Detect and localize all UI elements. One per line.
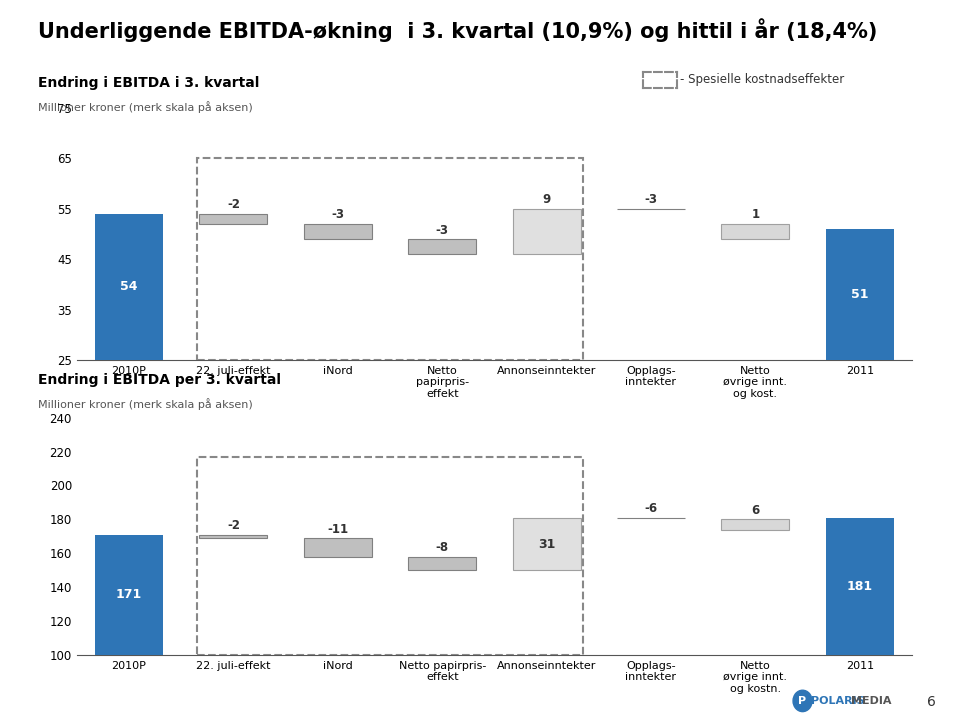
Bar — [95, 214, 163, 360]
Bar — [408, 557, 476, 570]
Bar — [200, 214, 267, 224]
Bar — [513, 518, 581, 570]
Text: -3: -3 — [644, 193, 658, 206]
Bar — [826, 229, 894, 360]
Text: 31: 31 — [538, 538, 555, 551]
Bar — [95, 535, 163, 655]
Bar — [304, 538, 372, 557]
Text: - Spesielle kostnadseffekter: - Spesielle kostnadseffekter — [680, 73, 844, 86]
Text: Millioner kroner (merk skala på aksen): Millioner kroner (merk skala på aksen) — [38, 101, 253, 113]
Bar — [197, 456, 583, 655]
Text: Endring i EBITDA i 3. kvartal: Endring i EBITDA i 3. kvartal — [38, 76, 260, 90]
Text: 181: 181 — [847, 580, 873, 593]
Text: 6: 6 — [927, 696, 936, 709]
Bar — [200, 535, 267, 538]
Bar — [408, 239, 476, 254]
Text: -3: -3 — [436, 223, 448, 236]
Bar — [197, 158, 583, 360]
Text: 51: 51 — [852, 288, 869, 301]
Text: -8: -8 — [436, 541, 448, 554]
Text: 171: 171 — [116, 588, 142, 601]
Text: -2: -2 — [227, 519, 240, 532]
Text: 6: 6 — [752, 504, 759, 517]
Text: -3: -3 — [331, 208, 345, 222]
Bar — [826, 518, 894, 655]
Text: P: P — [799, 696, 806, 706]
Bar — [722, 519, 789, 530]
Bar — [513, 209, 581, 254]
Text: 1: 1 — [752, 208, 759, 222]
Text: Millioner kroner (merk skala på aksen): Millioner kroner (merk skala på aksen) — [38, 398, 253, 410]
Text: POLARIS: POLARIS — [811, 696, 865, 706]
Text: MEDIA: MEDIA — [851, 696, 891, 706]
Text: 9: 9 — [542, 193, 551, 206]
Text: -11: -11 — [327, 523, 348, 536]
Text: -6: -6 — [644, 503, 658, 516]
Text: Underliggende EBITDA-økning  i 3. kvartal (10,9%) og hittil i år (18,4%): Underliggende EBITDA-økning i 3. kvartal… — [38, 18, 877, 42]
Bar — [304, 224, 372, 239]
Circle shape — [793, 690, 812, 711]
Text: Endring i EBITDA per 3. kvartal: Endring i EBITDA per 3. kvartal — [38, 374, 281, 387]
Text: -2: -2 — [227, 198, 240, 212]
Bar — [722, 224, 789, 239]
Text: 54: 54 — [120, 280, 137, 294]
